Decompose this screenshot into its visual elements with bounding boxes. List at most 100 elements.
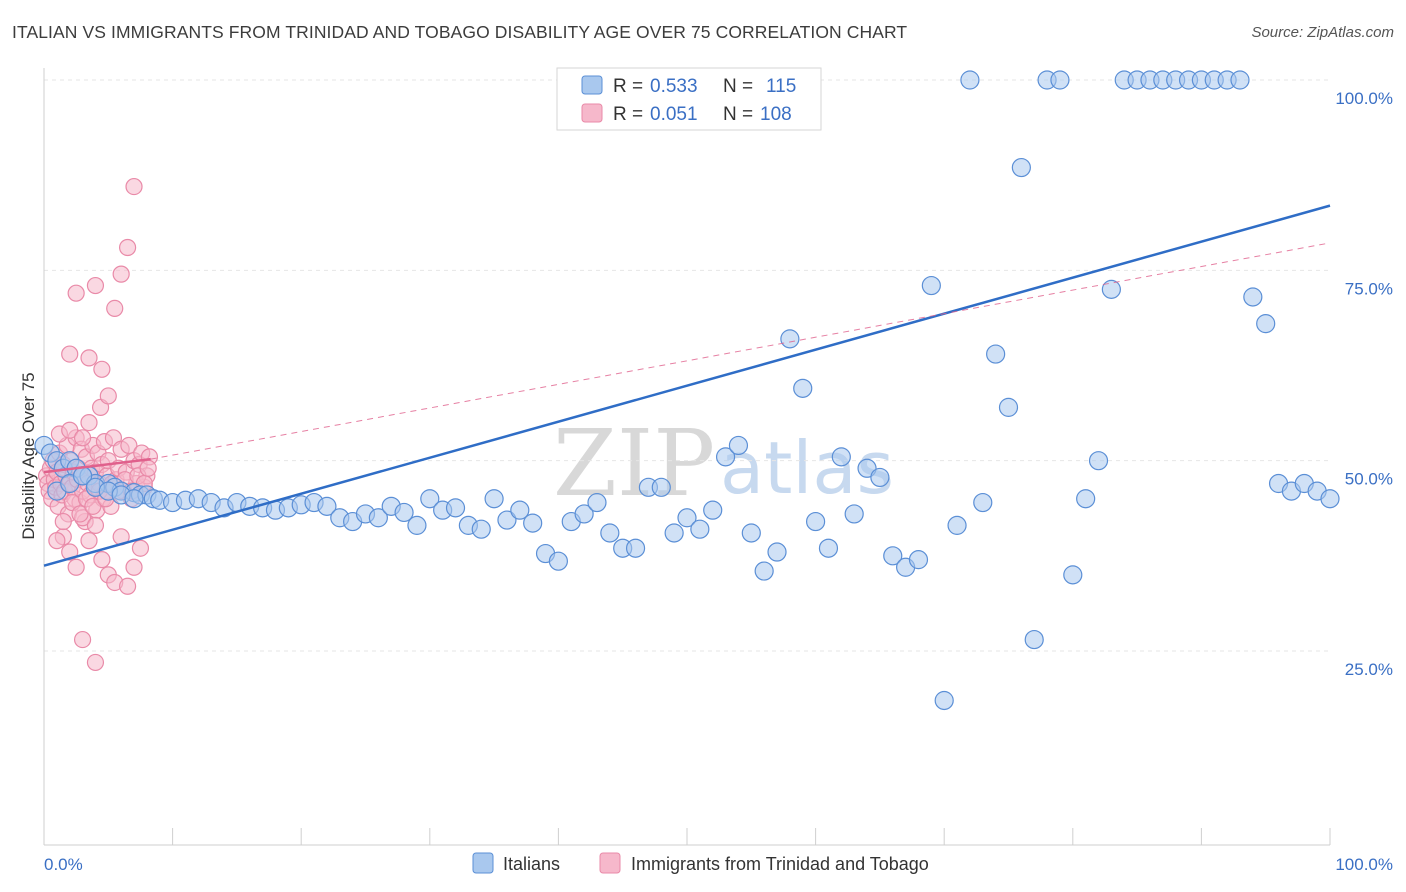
data-point <box>998 397 1019 417</box>
legend-r-value: 0.533 <box>650 76 698 97</box>
legend-swatch-italians <box>581 75 603 95</box>
data-point <box>1050 70 1070 90</box>
legend-n-label: N = <box>723 76 753 97</box>
watermark-zip: ZIP <box>553 410 715 517</box>
data-point <box>548 551 569 571</box>
data-point <box>394 502 414 523</box>
data-point <box>780 329 800 349</box>
data-point <box>715 447 736 467</box>
data-point <box>368 508 388 528</box>
data-point <box>1063 565 1083 585</box>
data-point <box>484 489 504 509</box>
series-legend: Italians Immigrants from Trinidad and To… <box>472 852 929 874</box>
y-tick-labels: 100.0% 75.0% 50.0% 25.0% <box>1335 89 1393 679</box>
data-point <box>84 497 102 515</box>
data-point <box>1243 287 1263 307</box>
data-point <box>125 558 143 576</box>
trend-lines <box>43 204 1331 567</box>
data-point <box>125 177 143 196</box>
data-point <box>1230 70 1250 90</box>
data-point <box>131 539 150 557</box>
data-point <box>574 504 594 524</box>
y-tick-label: 50.0% <box>1345 470 1393 489</box>
data-point <box>93 551 111 569</box>
data-point <box>754 561 774 581</box>
data-point <box>600 523 620 543</box>
data-point <box>61 345 79 363</box>
data-point <box>921 275 941 296</box>
data-point <box>510 500 530 520</box>
x-tick-label-min: 0.0% <box>44 855 83 874</box>
legend-r-label: R = <box>613 76 643 97</box>
data-point <box>407 515 427 535</box>
data-point <box>523 513 543 533</box>
data-point <box>703 500 723 520</box>
data-point <box>741 523 761 543</box>
data-point <box>677 508 697 528</box>
data-point <box>690 519 710 539</box>
data-point <box>1024 629 1044 650</box>
data-point <box>120 436 138 455</box>
series-italians-points <box>34 70 1340 711</box>
data-point <box>1088 451 1109 471</box>
source-credit: Source: ZipAtlas.com <box>1251 24 1394 41</box>
bottom-legend-swatch-trinidad <box>599 852 621 874</box>
data-point <box>471 519 491 539</box>
data-point <box>73 630 92 649</box>
data-point <box>908 550 929 570</box>
data-point <box>420 489 440 509</box>
legend-r-label: R = <box>613 104 643 125</box>
correlation-legend: R = 0.533 N = 115 R = 0.051 N = 108 <box>556 67 822 131</box>
data-point <box>118 238 137 257</box>
data-point <box>883 546 903 566</box>
data-point <box>625 538 646 558</box>
data-point <box>728 435 749 456</box>
trend-line-trinidad-extended <box>150 242 1331 460</box>
data-point <box>86 653 105 672</box>
data-point <box>80 532 98 550</box>
data-point <box>99 387 117 405</box>
data-point <box>973 492 993 513</box>
data-point <box>445 498 466 518</box>
chart-title: ITALIAN VS IMMIGRANTS FROM TRINIDAD AND … <box>12 22 908 42</box>
data-point <box>831 447 851 467</box>
data-point <box>54 512 72 531</box>
data-point <box>960 70 980 90</box>
data-point <box>86 276 105 295</box>
legend-n-label: N = <box>723 104 753 125</box>
data-point <box>986 344 1006 364</box>
gridlines <box>44 79 1330 652</box>
data-point <box>934 690 954 711</box>
data-point <box>48 532 66 550</box>
data-point <box>124 489 144 509</box>
y-tick-label: 25.0% <box>1345 660 1393 679</box>
bottom-legend-swatch-italians <box>472 852 494 874</box>
data-point <box>86 516 105 534</box>
data-point <box>805 511 826 532</box>
data-point <box>664 523 684 543</box>
x-tick-label-max: 100.0% <box>1335 855 1393 874</box>
trend-line-italians <box>43 204 1331 567</box>
data-point <box>139 459 157 477</box>
series-trinidad-points <box>37 177 159 672</box>
data-point <box>61 543 79 561</box>
data-point <box>1101 279 1121 299</box>
bottom-legend-label-trinidad: Immigrants from Trinidad and Tobago <box>631 854 929 874</box>
legend-n-value: 115 <box>766 76 796 97</box>
data-point <box>67 558 85 576</box>
data-point <box>1011 157 1031 178</box>
data-point <box>73 429 92 447</box>
legend-swatch-trinidad <box>581 103 603 123</box>
y-tick-label: 75.0% <box>1345 279 1393 298</box>
data-point <box>1076 489 1096 509</box>
legend-n-value: 108 <box>760 104 792 125</box>
data-point <box>67 284 85 302</box>
data-point <box>497 510 517 530</box>
data-point <box>793 378 813 398</box>
data-point <box>587 492 607 513</box>
bottom-legend-label-italians: Italians <box>503 854 560 874</box>
data-point <box>947 515 967 535</box>
data-point <box>80 414 98 432</box>
y-axis-title: Disability Age Over 75 <box>19 372 38 539</box>
